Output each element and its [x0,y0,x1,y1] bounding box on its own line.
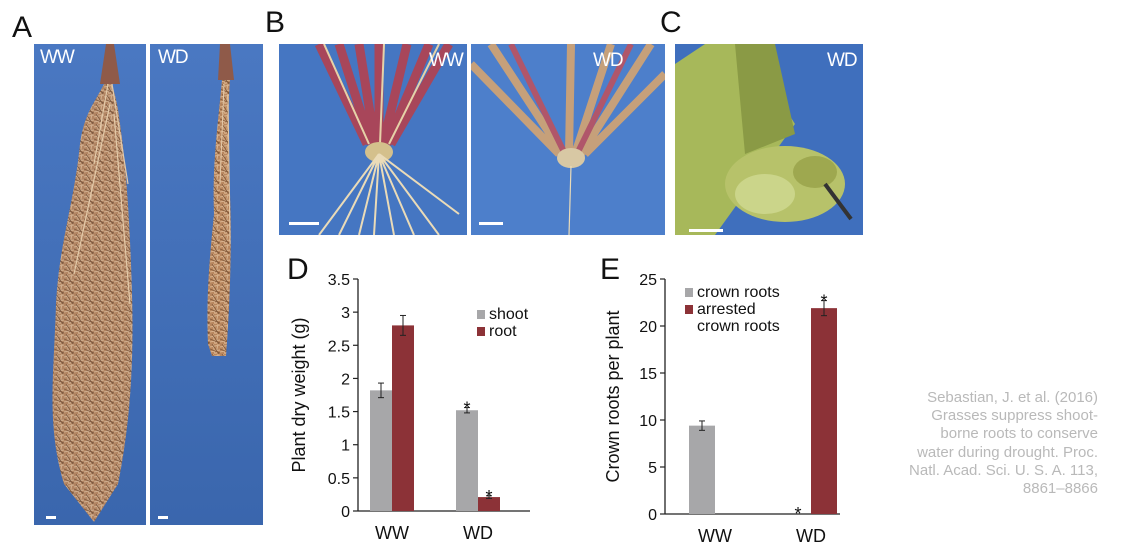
y-tick-label: 5 [648,460,657,477]
y-tick-label: 0 [341,504,350,521]
legend-label: shoot [489,306,529,323]
x-category-label: WD [796,526,826,546]
legend-swatch-root [477,327,485,336]
y-tick-label: 10 [639,413,657,430]
photo-label-wd: WD [593,50,624,71]
root-photo-wd: WD [150,44,263,525]
bar-crown-roots-WW [689,425,715,514]
y-tick-label: 2 [341,371,350,388]
panel-letter-d: D [287,253,309,286]
shoot-base-photo-wd: WD [471,44,665,235]
y-axis-label: Crown roots per plant [603,310,623,482]
photo-label-ww: WW [40,47,75,68]
bar-arrested-crown-roots-WD [811,308,837,514]
scale-bar [479,222,503,225]
significance-marker: * [485,487,492,507]
y-tick-label: 3.5 [328,272,350,289]
y-tick-label: 25 [639,272,657,289]
photo-label-wd: WD [158,47,189,68]
photo-label-ww: WW [429,50,464,71]
legend-label: root [489,323,517,340]
y-tick-label: 3 [341,305,350,322]
root-photo-ww: WW [34,44,146,525]
shoot-base-photo-ww: WW [279,44,467,235]
panel-letter-b: B [265,6,286,39]
bar-root-WD [478,497,500,511]
y-tick-label: 0 [648,507,657,524]
panel-letter-e: E [600,253,621,286]
x-category-label: WD [463,523,493,543]
y-tick-label: 20 [639,319,657,336]
citation: Sebastian, J. et al. (2016) Grasses supp… [909,389,1098,498]
legend-swatch-shoot [477,310,485,319]
photo-label-wd: WD [827,50,858,71]
y-tick-label: 2.5 [328,338,350,355]
bar-root-WW [392,325,414,511]
legend-label: crown roots [697,284,780,301]
scale-bar [46,516,56,519]
y-axis-label: Plant dry weight (g) [289,317,309,472]
panel-letter-c: C [660,6,682,39]
x-category-label: WW [375,523,409,543]
panel-letter-a: A [12,11,33,44]
significance-marker: * [794,504,801,524]
crown-closeup-photo-wd: WD [675,44,863,235]
legend-label: arrested [697,301,756,318]
x-category-label: WW [698,526,732,546]
y-tick-label: 1 [341,438,350,455]
legend-swatch-arrested-crown-roots [685,305,693,314]
legend-swatch-crown-roots [685,288,693,297]
scale-bar [289,222,319,225]
y-tick-label: 0.5 [328,471,350,488]
scale-bar [689,229,723,232]
y-tick-label: 15 [639,366,657,383]
legend-label: crown roots [697,318,780,335]
bar-shoot-WW [370,390,392,511]
chart-dry-weight: 0 0.5 1 1.5 2 2.5 3 3.5 Plant dry weight (g) WW WD… [289,272,530,543]
bar-shoot-WD [456,410,478,511]
y-tick-label: 1.5 [328,405,350,422]
scale-bar [158,516,168,519]
significance-marker: * [820,292,827,312]
significance-marker: * [463,399,470,419]
